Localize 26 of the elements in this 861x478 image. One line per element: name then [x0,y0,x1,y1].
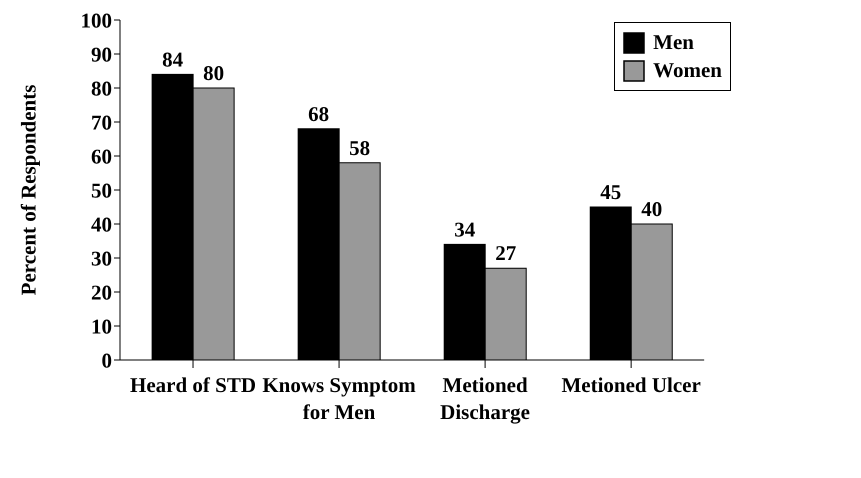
x-tick-label: Knows Symptom for Men [262,373,416,424]
y-tick-label: 60 [91,144,112,168]
y-tick-label: 50 [91,178,112,202]
data-label: 34 [454,217,476,242]
y-axis-title: Percent of Respondents [16,84,40,296]
data-label: 80 [203,61,224,85]
x-tick-label: Metioned Ulcer [561,373,701,397]
x-tick-label: Heard of STD [130,373,256,397]
y-tick-label: 100 [80,8,112,32]
legend-label: Women [653,58,722,83]
y-tick-label: 70 [91,110,112,134]
data-label: 58 [349,136,370,160]
legend-label: Men [653,30,694,55]
data-label: 84 [162,47,184,72]
y-tick-label: 30 [91,246,112,270]
x-tick-label: Metioned Discharge [440,373,530,424]
y-tick-label: 10 [91,314,112,338]
y-tick-label: 40 [91,212,112,236]
y-tick-label: 90 [91,42,112,66]
data-label: 40 [641,197,662,221]
data-label: 68 [308,102,330,126]
y-tick-label: 80 [91,76,112,100]
y-tick-label: 0 [102,348,112,372]
data-label: 45 [600,180,622,204]
y-tick-label: 20 [91,280,112,304]
data-label: 27 [495,241,516,266]
